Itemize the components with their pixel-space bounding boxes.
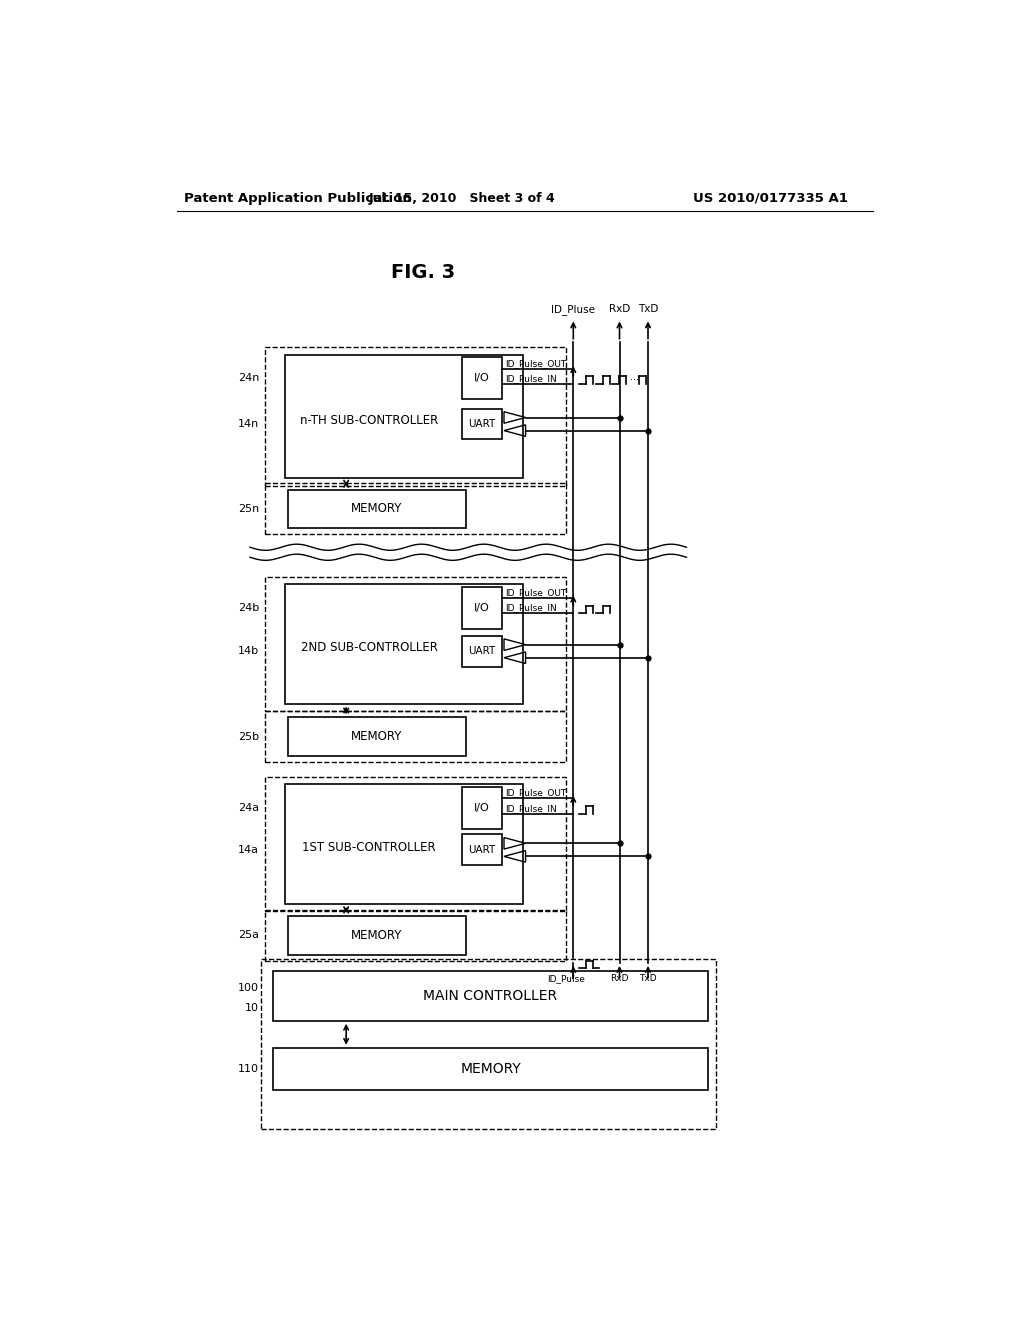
Text: ID_Pulse_IN: ID_Pulse_IN bbox=[506, 804, 557, 813]
Bar bbox=[273, 1048, 708, 1090]
Text: TxD: TxD bbox=[638, 305, 658, 314]
Text: 100: 100 bbox=[239, 983, 259, 993]
Bar bbox=[462, 409, 502, 440]
Text: MEMORY: MEMORY bbox=[351, 730, 402, 743]
Text: MAIN CONTROLLER: MAIN CONTROLLER bbox=[424, 989, 558, 1003]
Text: ID_Pulse: ID_Pulse bbox=[547, 974, 585, 983]
Text: 1ST SUB-CONTROLLER: 1ST SUB-CONTROLLER bbox=[302, 841, 436, 854]
Text: 10: 10 bbox=[245, 1003, 259, 1014]
Bar bbox=[265, 577, 565, 711]
Bar bbox=[462, 834, 502, 866]
Text: TxD: TxD bbox=[639, 974, 656, 983]
Text: 25b: 25b bbox=[238, 731, 259, 742]
Text: 14a: 14a bbox=[239, 845, 259, 855]
Text: ID_Pulse_IN: ID_Pulse_IN bbox=[506, 603, 557, 612]
Text: UART: UART bbox=[468, 418, 496, 429]
Bar bbox=[273, 970, 708, 1020]
Bar bbox=[285, 355, 523, 478]
Text: ID_Pulse_OUT: ID_Pulse_OUT bbox=[506, 359, 567, 368]
Text: Patent Application Publication: Patent Application Publication bbox=[184, 191, 413, 205]
Text: 24a: 24a bbox=[238, 803, 259, 813]
Text: RxD: RxD bbox=[609, 305, 630, 314]
Bar bbox=[285, 784, 523, 904]
Bar bbox=[265, 483, 565, 535]
Bar bbox=[285, 585, 523, 704]
Text: n-TH SUB-CONTROLLER: n-TH SUB-CONTROLLER bbox=[300, 413, 438, 426]
Bar bbox=[462, 636, 502, 667]
Bar bbox=[289, 490, 466, 528]
Bar bbox=[289, 718, 466, 756]
Bar bbox=[462, 787, 502, 829]
Text: 2ND SUB-CONTROLLER: 2ND SUB-CONTROLLER bbox=[301, 642, 437, 655]
Text: Jul. 15, 2010   Sheet 3 of 4: Jul. 15, 2010 Sheet 3 of 4 bbox=[369, 191, 555, 205]
Text: MEMORY: MEMORY bbox=[460, 1061, 521, 1076]
Text: 14b: 14b bbox=[238, 647, 259, 656]
Bar bbox=[265, 711, 565, 762]
Text: ID_Pulse_OUT: ID_Pulse_OUT bbox=[506, 589, 567, 597]
Bar bbox=[289, 916, 466, 954]
Bar bbox=[462, 586, 502, 628]
Text: MEMORY: MEMORY bbox=[351, 502, 402, 515]
Text: 110: 110 bbox=[239, 1064, 259, 1074]
Text: FIG. 3: FIG. 3 bbox=[391, 263, 456, 282]
Text: 25a: 25a bbox=[239, 931, 259, 940]
Text: ID_Pulse_OUT: ID_Pulse_OUT bbox=[506, 788, 567, 797]
Text: I/O: I/O bbox=[474, 803, 489, 813]
Bar bbox=[265, 909, 565, 961]
Text: 25n: 25n bbox=[238, 504, 259, 513]
Text: 14n: 14n bbox=[238, 418, 259, 429]
Text: RxD: RxD bbox=[610, 974, 629, 983]
Text: MEMORY: MEMORY bbox=[351, 929, 402, 942]
Bar bbox=[265, 776, 565, 911]
Text: US 2010/0177335 A1: US 2010/0177335 A1 bbox=[692, 191, 848, 205]
Text: UART: UART bbox=[468, 647, 496, 656]
Text: ID_Pluse: ID_Pluse bbox=[551, 304, 595, 314]
Text: I/O: I/O bbox=[474, 603, 489, 612]
Bar bbox=[261, 960, 716, 1129]
Text: ID_Pulse_IN: ID_Pulse_IN bbox=[506, 374, 557, 383]
Text: UART: UART bbox=[468, 845, 496, 855]
Bar bbox=[265, 347, 565, 486]
Text: 24n: 24n bbox=[238, 374, 259, 383]
Text: I/O: I/O bbox=[474, 374, 489, 383]
Text: 24b: 24b bbox=[238, 603, 259, 612]
Bar bbox=[462, 358, 502, 400]
Text: ···: ··· bbox=[631, 375, 639, 385]
